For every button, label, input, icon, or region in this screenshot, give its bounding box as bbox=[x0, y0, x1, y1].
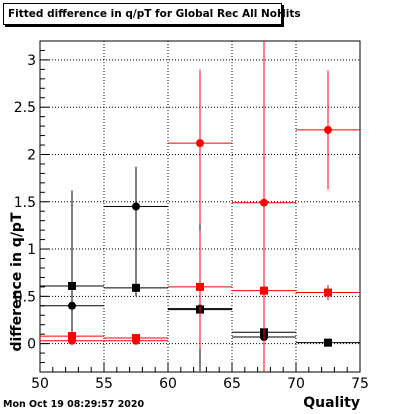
data-point-circle bbox=[132, 202, 140, 211]
data-point-square bbox=[324, 338, 332, 347]
x-tick-label: 50 bbox=[31, 376, 49, 392]
x-tick-label: 75 bbox=[351, 376, 369, 392]
data-point-square bbox=[68, 332, 76, 341]
data-marks bbox=[40, 41, 360, 372]
plot-frame bbox=[39, 40, 361, 373]
y-tick-label: 1.5 bbox=[14, 195, 36, 211]
y-tick-label: 1 bbox=[27, 242, 36, 258]
x-tick-label: 60 bbox=[159, 376, 177, 392]
chart-title: Fitted difference in q/pT for Global Rec… bbox=[8, 8, 301, 20]
data-point-square bbox=[260, 286, 268, 295]
data-point-square bbox=[324, 288, 332, 297]
y-tick-label: 0 bbox=[27, 337, 36, 353]
y-tick-label: 0.5 bbox=[14, 289, 36, 305]
x-tick-label: 55 bbox=[95, 376, 113, 392]
data-point-square bbox=[68, 281, 76, 290]
data-point-circle bbox=[260, 198, 268, 207]
data-point-circle bbox=[324, 125, 332, 134]
data-point-square bbox=[196, 282, 204, 291]
x-tick-label: 70 bbox=[287, 376, 305, 392]
series-2 bbox=[40, 41, 360, 372]
x-tick-label: 65 bbox=[223, 376, 241, 392]
tick-labels: 50 55 60 65 70 75 0 0.5 1 1.5 2 2.5 3 bbox=[14, 53, 369, 392]
series-0 bbox=[40, 166, 296, 347]
timestamp: Mon Oct 19 08:29:57 2020 bbox=[3, 399, 145, 410]
data-point-circle bbox=[196, 139, 204, 148]
axis-ticks bbox=[39, 40, 361, 373]
y-tick-label: 2 bbox=[27, 147, 36, 163]
y-tick-label: 2.5 bbox=[14, 100, 36, 116]
x-axis-title: Quality bbox=[303, 395, 360, 411]
data-point-square bbox=[132, 333, 140, 342]
y-axis-title: difference in q/pT bbox=[9, 212, 25, 352]
data-point-square bbox=[132, 283, 140, 292]
title-box: Fitted difference in q/pT for Global Rec… bbox=[3, 3, 301, 25]
y-tick-label: 3 bbox=[27, 53, 36, 69]
series-3 bbox=[40, 230, 360, 349]
data-point-circle bbox=[68, 301, 76, 310]
